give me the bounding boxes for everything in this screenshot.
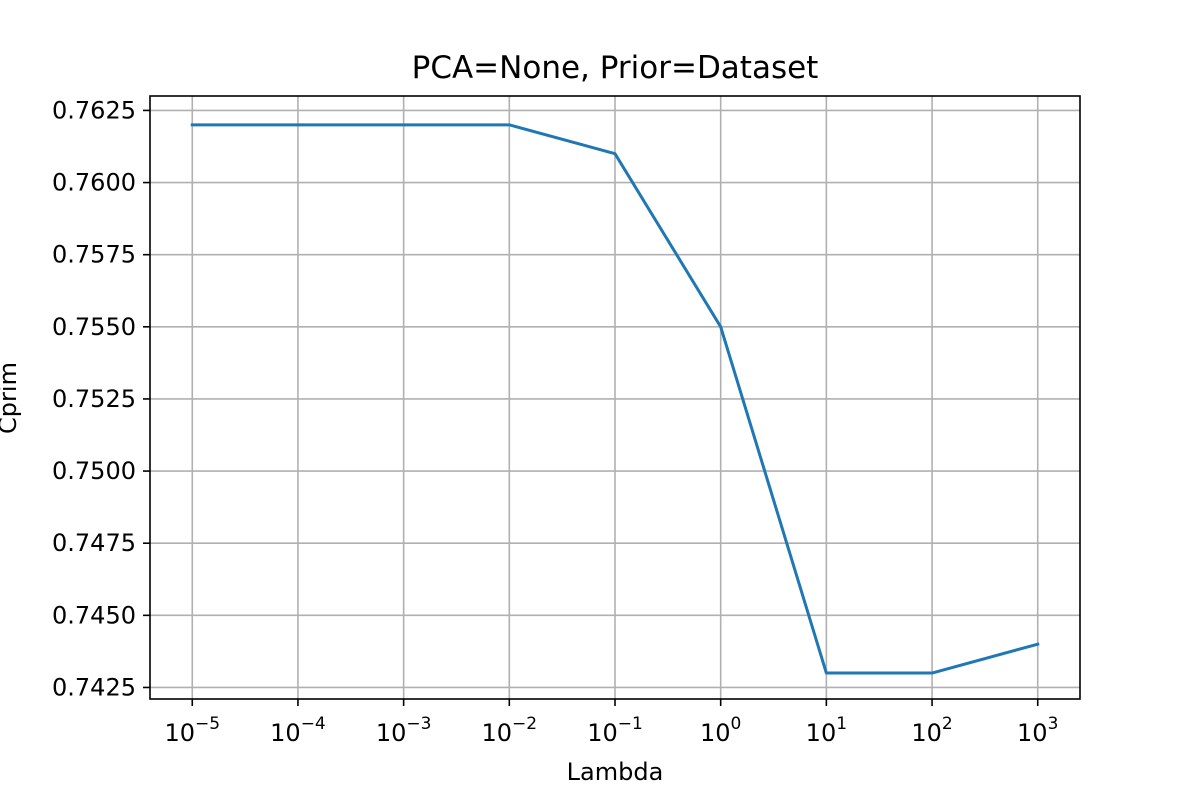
y-tick-label: 0.7525 <box>52 385 136 413</box>
y-tick-label: 0.7450 <box>52 601 136 629</box>
y-axis-label: Cprim <box>0 362 22 434</box>
x-tick-label: 10−3 <box>376 714 432 747</box>
x-tick-label: 10−5 <box>164 714 220 747</box>
grid <box>150 96 1080 699</box>
x-axis: 10−5 10−4 10−3 10−2 10−1 100 101 102 103 <box>164 699 1058 747</box>
y-tick-label: 0.7600 <box>52 169 136 197</box>
x-tick-label: 101 <box>806 714 847 747</box>
x-tick-label: 10−1 <box>587 714 643 747</box>
x-axis-label: Lambda <box>567 758 664 786</box>
y-axis: 0.7425 0.7450 0.7475 0.7500 0.7525 0.7550 0.75… <box>52 96 150 701</box>
y-tick-label: 0.7625 <box>52 96 136 124</box>
y-tick-label: 0.7575 <box>52 241 136 269</box>
x-tick-label: 103 <box>1017 714 1058 747</box>
y-tick-label: 0.7475 <box>52 529 136 557</box>
y-tick-label: 0.7550 <box>52 313 136 341</box>
x-tick-label: 10−4 <box>270 714 326 747</box>
y-tick-label: 0.7500 <box>52 457 136 485</box>
series-line-0 <box>190 123 1040 675</box>
chart-title: PCA=None, Prior=Dataset <box>412 50 819 86</box>
x-tick-label: 102 <box>911 714 952 747</box>
series-layer <box>190 123 1040 675</box>
x-tick-label: 100 <box>700 714 741 747</box>
y-tick-label: 0.7425 <box>52 673 136 701</box>
x-tick-label: 10−2 <box>482 714 538 747</box>
